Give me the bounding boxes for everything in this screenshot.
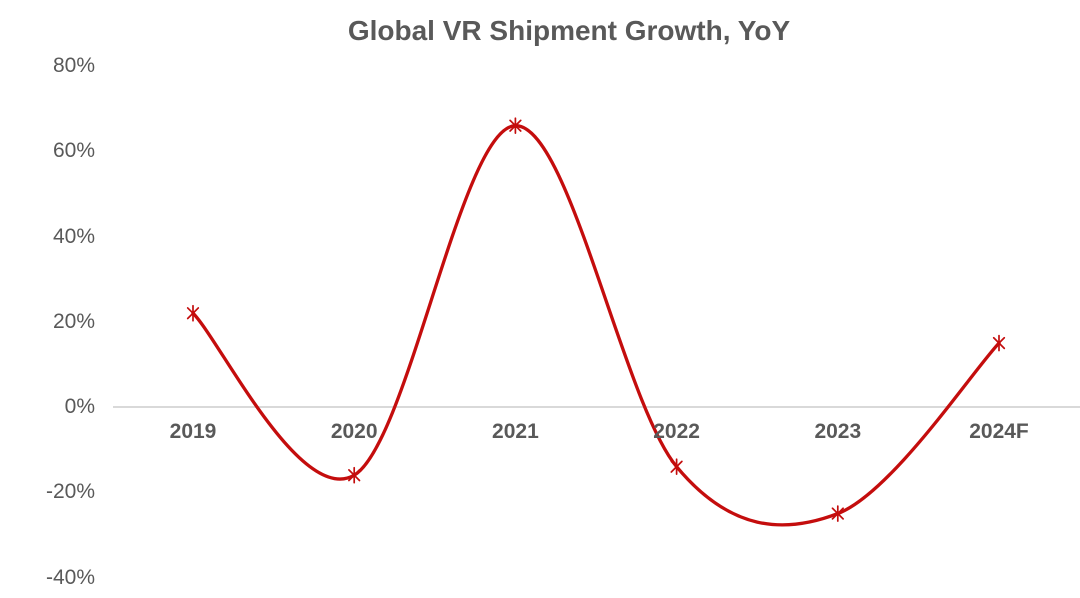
x-axis-tick-label: 2019 (169, 420, 217, 443)
y-axis-tick-label: -40% (45, 565, 95, 589)
chart-title: Global VR Shipment Growth, YoY (347, 15, 791, 46)
x-axis-tick-label: 2020 (330, 420, 378, 443)
y-axis-tick-label: 20% (52, 309, 95, 333)
data-point-marker (186, 304, 200, 322)
data-point-marker (992, 334, 1006, 352)
y-axis-tick-label: -20% (45, 480, 95, 504)
data-point-marker (831, 505, 844, 522)
y-axis-tick-label: 60% (52, 139, 95, 163)
x-axis-tick-label: 2023 (814, 420, 862, 443)
x-axis-tick-label: 2022 (653, 420, 700, 443)
x-axis-tick-label: 2024F (969, 420, 1029, 443)
y-axis-tick-label: 80% (52, 54, 95, 77)
data-point-marker (348, 466, 361, 484)
data-point-marker (670, 458, 683, 476)
y-axis-tick-label: 40% (52, 224, 95, 248)
x-axis-tick-label: 2021 (492, 420, 539, 443)
series-line (191, 124, 1001, 527)
y-axis-tick-label: 0% (64, 395, 95, 418)
data-point-marker (509, 117, 522, 135)
zero-axis-line (113, 406, 1080, 408)
